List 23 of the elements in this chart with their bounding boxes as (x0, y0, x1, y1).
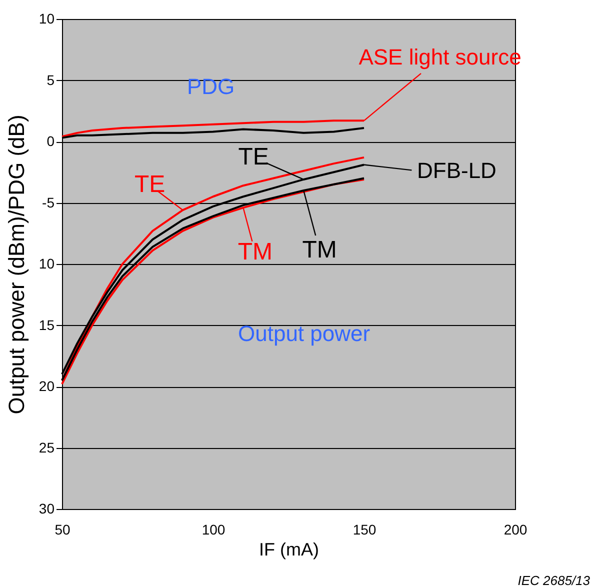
y-tick-label: 0 (46, 133, 55, 149)
x-axis-title: IF (mA) (259, 540, 319, 560)
legend-label: TE (134, 171, 166, 198)
y-tick-label: 20 (38, 378, 55, 394)
annotation: PDG (187, 74, 235, 99)
y-tick-label: -5 (42, 194, 55, 210)
x-tick-label: 200 (504, 522, 528, 538)
y-axis-title: Output power (dBm)/PDG (dB) (4, 114, 29, 414)
y-tick-label: 30 (38, 500, 55, 516)
y-tick-label: 15 (38, 316, 55, 333)
legend-label: TE (238, 143, 269, 170)
series-label: TM (302, 236, 337, 264)
y-tick-label: 10 (38, 256, 55, 272)
y-tick-label: 10 (38, 10, 55, 26)
x-tick-label: 150 (352, 522, 376, 538)
annotation: Output power (238, 321, 370, 346)
annotation: DFB-LD (417, 158, 496, 183)
text: IEC 2685/13 (518, 573, 591, 586)
x-tick-label: 100 (202, 522, 226, 538)
y-tick-label: 25 (38, 439, 55, 456)
x-tick-label: 50 (54, 522, 70, 538)
series-label: TM (238, 238, 273, 266)
y-tick-label: 5 (46, 72, 55, 88)
